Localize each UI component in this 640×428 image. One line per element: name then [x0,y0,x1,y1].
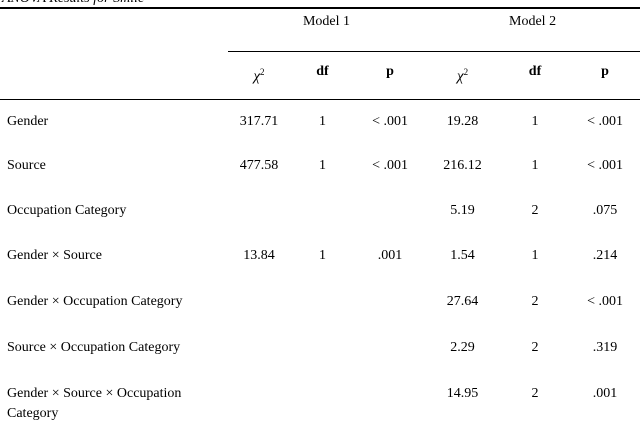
anova-results-table: Model 1 Model 2 χ2 df p χ2 df p Gender 3… [0,7,640,427]
cell-p-m2: < .001 [587,113,623,129]
col-header-p-m2: p [570,51,640,100]
col-header-chisq-m1: χ2 [228,51,290,100]
cell-chisq-m1: 317.71 [239,113,279,129]
table-row-gender: Gender 317.71 1 < .001 19.28 1 < .001 [0,99,640,144]
table-row-source: Source 477.58 1 < .001 216.12 1 < .001 [0,144,640,189]
cell-p-m1 [355,189,425,234]
table-row-source-x-occupation: Source × Occupation Category 2.29 2 .319 [0,326,640,372]
cell-chisq-m2: 27.64 [446,294,479,309]
col-header-chisq-m2: χ2 [425,51,501,100]
row-label: Gender × Source × Occupation Category [7,386,182,421]
cell-p-m1: < .001 [372,158,408,173]
cell-df-m2: 2 [531,294,539,309]
col-header-df-m1: df [290,51,355,100]
column-header-row: χ2 df p χ2 df p [0,51,640,100]
chi-symbol: χ [456,68,464,85]
cell-df-m1 [290,326,355,372]
chi-exponent: 2 [260,66,265,77]
cell-chisq-m2: 14.95 [446,386,479,401]
cell-df-m1: 1 [319,158,326,173]
cell-df-m2: 2 [531,386,539,401]
cell-chisq-m2: 5.19 [450,203,475,218]
row-label: Gender [7,113,49,129]
cell-chisq-m1 [228,372,290,427]
cell-df-m1 [290,280,355,326]
row-label: Source × Occupation Category [7,340,181,355]
cell-p-m2: .001 [592,386,618,401]
cell-p-m2: .075 [592,203,618,218]
cell-chisq-m2: 2.29 [450,340,475,355]
cell-p-m1 [355,280,425,326]
chi-symbol: χ [253,68,261,85]
model-spanner-row: Model 1 Model 2 [0,8,640,52]
cell-p-m1 [355,326,425,372]
cell-p-m2: < .001 [587,158,623,173]
cell-p-m1 [355,372,425,427]
cell-df-m2: 1 [531,248,539,263]
model-1-header: Model 1 [228,8,426,52]
cell-df-m2: 1 [531,113,539,129]
spanner-empty-cell [0,8,228,51]
col-header-df-m2: df [500,51,571,100]
cell-chisq-m1 [228,326,290,372]
cell-df-m1 [290,372,355,427]
model-2-header: Model 2 [425,8,640,52]
cell-chisq-m2: 1.54 [450,248,475,263]
cell-p-m2: .319 [592,340,618,355]
label-column-header [0,51,228,100]
cell-chisq-m1: 13.84 [243,248,275,263]
table-title: ANOVA Results for Smile [2,0,144,7]
cell-df-m2: 2 [531,203,539,218]
table-row-gender-x-source-x-occupation: Gender × Source × Occupation Category 14… [0,372,640,427]
table-row-gender-x-occupation: Gender × Occupation Category 27.64 2 < .… [0,280,640,326]
cell-p-m1: .001 [377,248,403,263]
row-label: Source [7,158,46,173]
cell-p-m2: .214 [592,248,618,263]
col-header-p-m1: p [355,51,426,100]
table-row-gender-x-source: Gender × Source 13.84 1 .001 1.54 1 .214 [0,234,640,280]
cell-df-m2: 1 [531,158,539,173]
cell-chisq-m1 [228,280,290,326]
cell-chisq-m1 [228,189,290,234]
cell-df-m1 [290,189,355,234]
row-label: Gender × Source [7,248,102,263]
row-label: Occupation Category [7,203,127,218]
cell-chisq-m2: 19.28 [446,113,479,129]
chi-exponent: 2 [463,66,469,77]
cell-p-m1: < .001 [372,113,408,129]
cell-df-m1: 1 [319,248,326,263]
cell-df-m1: 1 [319,113,326,129]
cell-p-m2: < .001 [587,294,623,309]
cell-df-m2: 2 [531,340,539,355]
row-label: Gender × Occupation Category [7,294,183,309]
table-row-occupation-category: Occupation Category 5.19 2 .075 [0,189,640,234]
cell-chisq-m1: 477.58 [239,158,279,173]
cell-chisq-m2: 216.12 [443,158,482,173]
